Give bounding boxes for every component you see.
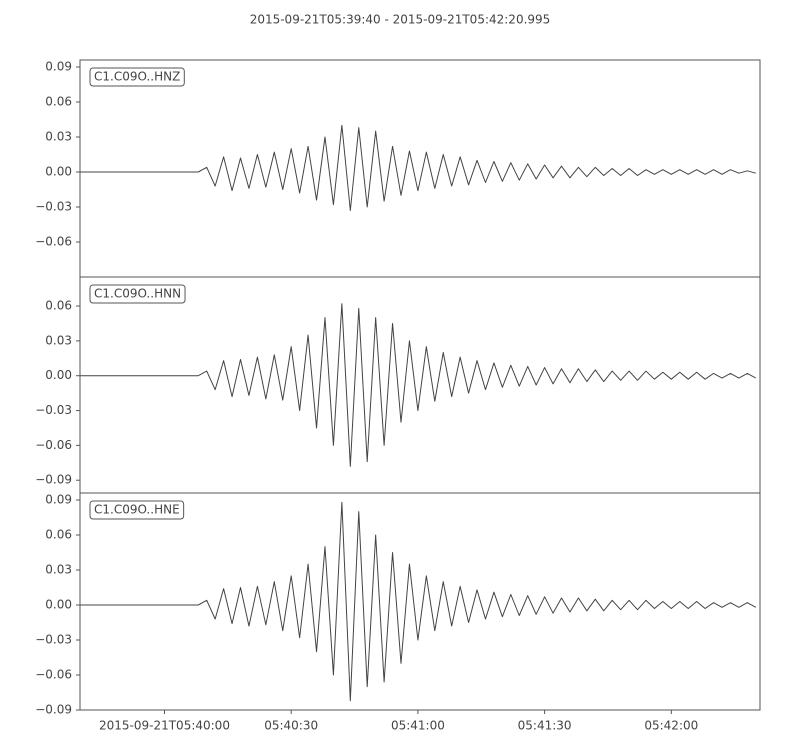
y-tick-label: 0.06 (45, 299, 72, 313)
x-tick-label: 05:41:30 (518, 719, 572, 733)
figure-title: 2015-09-21T05:39:40 - 2015-09-21T05:42:2… (250, 13, 551, 27)
y-tick-label: −0.03 (35, 200, 72, 214)
x-tick-label: 05:41:00 (391, 719, 445, 733)
y-tick-label: −0.09 (35, 703, 72, 717)
y-tick-label: −0.06 (35, 438, 72, 452)
trace-label: C1.C09O..HNN (94, 287, 181, 301)
trace-label-box (89, 500, 185, 520)
trace-label-box (89, 67, 185, 87)
panel-frame (79, 276, 761, 494)
y-tick-label: 0.09 (45, 493, 72, 507)
waveform (80, 124, 756, 211)
y-tick-label: −0.09 (35, 473, 72, 487)
y-tick-label: 0.03 (45, 130, 72, 144)
trace-label: C1.C09O..HNZ (94, 70, 180, 84)
trace-label: C1.C09O..HNE (94, 503, 180, 517)
y-tick-label: −0.06 (35, 668, 72, 682)
y-tick-label: 0.00 (45, 368, 72, 382)
trace-label-box (89, 284, 186, 304)
waveform (80, 501, 757, 702)
x-tick-label: 2015-09-21T05:40:00 (99, 719, 230, 733)
x-tick-label: 05:42:00 (644, 719, 698, 733)
y-tick-label: 0.06 (45, 95, 72, 109)
x-tick-label: 05:40:30 (264, 719, 318, 733)
y-tick-label: 0.00 (45, 598, 72, 612)
y-tick-label: −0.03 (35, 633, 72, 647)
y-tick-label: −0.06 (35, 235, 72, 249)
y-tick-label: 0.06 (45, 528, 72, 542)
y-tick-label: 0.03 (45, 563, 72, 577)
y-tick-label: 0.00 (45, 165, 72, 179)
y-tick-label: 0.09 (45, 60, 72, 74)
panel-frame (79, 492, 761, 711)
panel-frame (79, 59, 761, 278)
y-tick-label: −0.03 (35, 403, 72, 417)
waveform (80, 303, 757, 467)
y-tick-label: 0.03 (45, 333, 72, 347)
